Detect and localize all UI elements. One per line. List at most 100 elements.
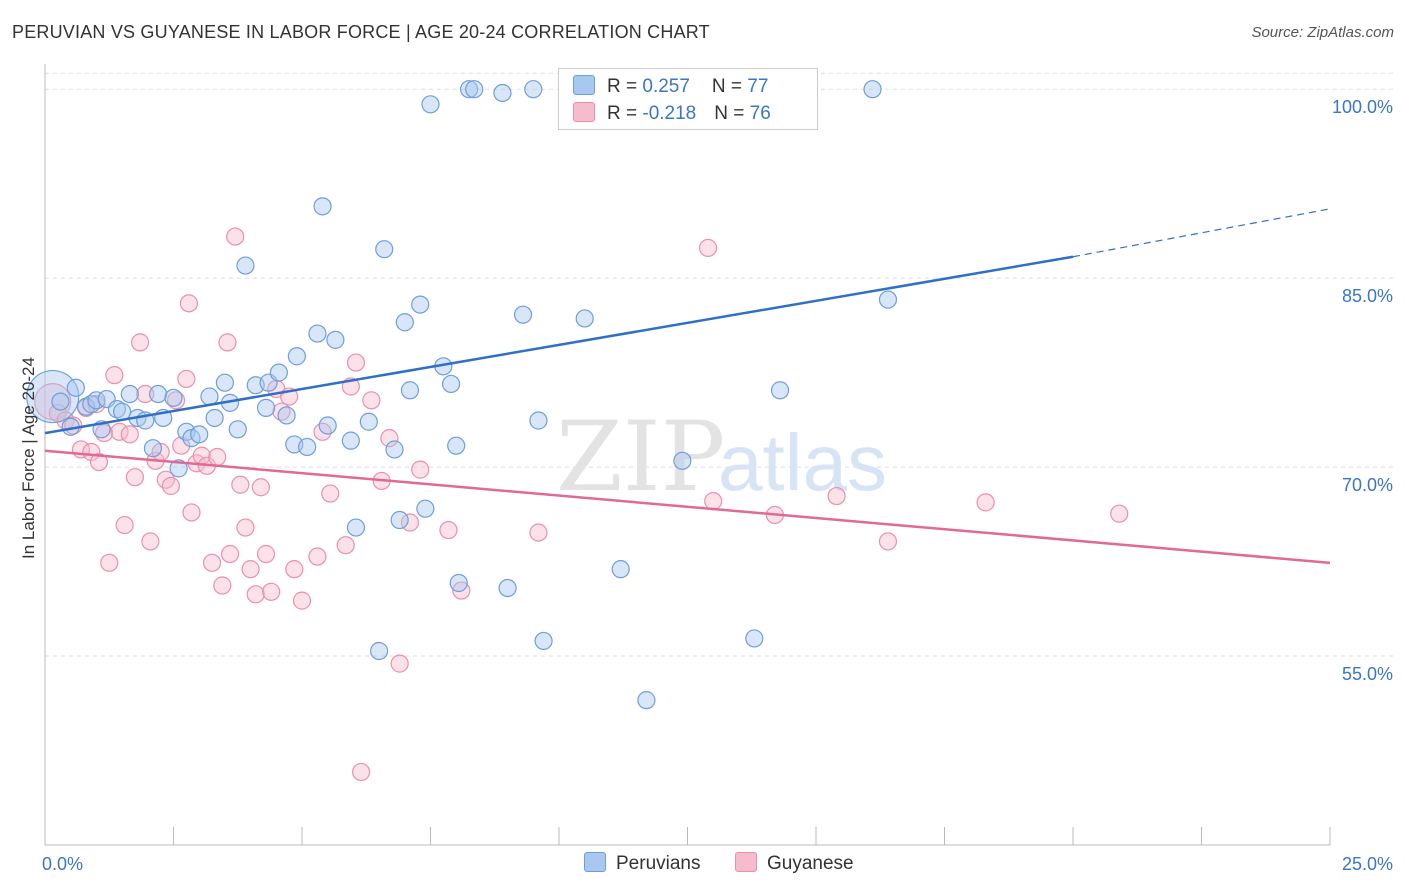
- peruvians-point: [236, 256, 255, 275]
- legend-n-value: 76: [749, 103, 771, 124]
- guyanese-point: [704, 492, 723, 511]
- guyanese-point: [285, 560, 304, 579]
- guyanese-point: [529, 523, 548, 542]
- peruvians-point: [51, 392, 70, 411]
- peruvians-point: [66, 378, 85, 397]
- peruvians-point: [575, 309, 594, 328]
- peruvians-point: [529, 411, 548, 430]
- trend-line-guyanese: [44, 449, 1331, 565]
- tick-labels: 55.0% 70.0% 85.0% 100.0% 0.0% 25.0%: [42, 97, 1393, 874]
- guyanese-point: [177, 369, 196, 389]
- peruvians-point: [200, 387, 219, 406]
- y-tick-label: 70.0%: [1342, 475, 1393, 495]
- guyanese-point: [439, 520, 458, 540]
- legend-n-label: N =: [711, 76, 748, 97]
- bottom-legend-peruvians: Peruvians: [584, 852, 701, 875]
- guyanese-point: [179, 294, 199, 313]
- legend-r-value: -0.218: [642, 103, 697, 124]
- bottom-legend-label-peruvians: Peruvians: [616, 853, 701, 874]
- peruvians-point: [524, 80, 543, 99]
- x-tick-label: 25.0%: [1342, 854, 1393, 874]
- legend-swatch-peruvians: [573, 75, 595, 95]
- peruvians-point: [120, 384, 139, 404]
- legend-box: R = 0.257 N = 77 R = -0.218 N = 76: [558, 68, 818, 130]
- guyanese-point: [136, 384, 155, 404]
- guyanese-point: [336, 536, 355, 555]
- peruvians-point: [513, 305, 533, 324]
- peruvians-point: [341, 431, 360, 450]
- peruvians-point: [411, 295, 430, 314]
- peruvians-point: [169, 459, 188, 478]
- chart-title: PERUVIAN VS GUYANESE IN LABOR FORCE | AG…: [12, 22, 710, 42]
- peruvians-point: [269, 363, 288, 382]
- peruvians-point: [416, 499, 435, 518]
- legend-row-guyanese: R = -0.218 N = 76: [573, 102, 771, 126]
- legend-n-label: N =: [714, 103, 750, 124]
- guyanese-point: [976, 493, 995, 512]
- peruvians-point: [449, 573, 468, 593]
- guyanese-point: [202, 553, 222, 572]
- legend-swatch-guyanese: [573, 102, 595, 122]
- guyanese-point: [380, 429, 399, 448]
- peruvians-point: [421, 95, 440, 114]
- x-tick-label: 0.0%: [42, 854, 83, 874]
- peruvians-point: [190, 425, 209, 444]
- guyanese-point: [172, 436, 191, 455]
- peruvians-point: [313, 197, 332, 216]
- peruvians-point: [770, 381, 790, 400]
- peruvians-point: [863, 80, 882, 99]
- peruvians-point: [395, 313, 414, 332]
- peruvians-point: [143, 439, 163, 458]
- y-tick-label: 55.0%: [1342, 664, 1393, 684]
- peruvians-point: [375, 240, 394, 259]
- legend-n-value: 77: [747, 76, 769, 97]
- guyanese-point: [256, 544, 276, 564]
- guyanese-point: [130, 333, 150, 352]
- peruvians-point: [441, 374, 461, 394]
- bottom-legend-swatch-guyanese: [735, 852, 757, 872]
- legend-row-peruvians: R = 0.257 N = 77: [573, 75, 768, 99]
- peruvians-point: [107, 400, 127, 419]
- guyanese-point: [321, 484, 340, 503]
- watermark-atlas: atlas: [718, 418, 887, 507]
- peruvians-point: [385, 440, 404, 459]
- peruvians-point: [26, 369, 80, 424]
- guyanese-point: [251, 478, 270, 497]
- peruvians-point: [318, 416, 337, 435]
- guyanese-point: [362, 391, 381, 410]
- guyanese-point: [698, 238, 718, 258]
- guyanese-point: [89, 452, 109, 472]
- peruvians-point: [148, 384, 168, 404]
- peruvians-point: [346, 518, 366, 537]
- guyanese-point: [120, 425, 139, 444]
- guyanese-point: [182, 503, 201, 522]
- source-attribution: Source: ZipAtlas.com: [1251, 24, 1394, 41]
- guyanese-point: [105, 366, 124, 385]
- peruvians-point: [370, 641, 389, 661]
- legend-r-value: 0.257: [642, 76, 690, 97]
- guyanese-point: [125, 468, 145, 487]
- guyanese-point: [1110, 504, 1129, 523]
- guyanese-point: [241, 560, 260, 579]
- trend-line-peruvians: [44, 255, 1074, 435]
- peruvians-point: [390, 510, 409, 530]
- legend-r-label: R =: [607, 103, 643, 124]
- peruvians-point: [637, 691, 656, 710]
- peruvians-point: [308, 324, 327, 343]
- guyanese-point: [226, 227, 245, 246]
- guyanese-point: [231, 475, 250, 494]
- guyanese-point: [308, 547, 327, 566]
- peruvians-point: [277, 406, 296, 425]
- guyanese-point: [390, 654, 409, 673]
- trend-lines: [44, 208, 1331, 565]
- guyanese-point: [100, 553, 119, 572]
- guyanese-point: [352, 762, 371, 782]
- peruvians-point: [205, 408, 224, 428]
- bottom-legend-swatch-peruvians: [584, 852, 606, 872]
- peruvians-point: [256, 398, 276, 417]
- guyanese-point: [411, 460, 430, 479]
- legend-r-label: R =: [607, 76, 643, 97]
- guyanese-point: [292, 591, 312, 610]
- y-tick-label: 100.0%: [1332, 97, 1393, 117]
